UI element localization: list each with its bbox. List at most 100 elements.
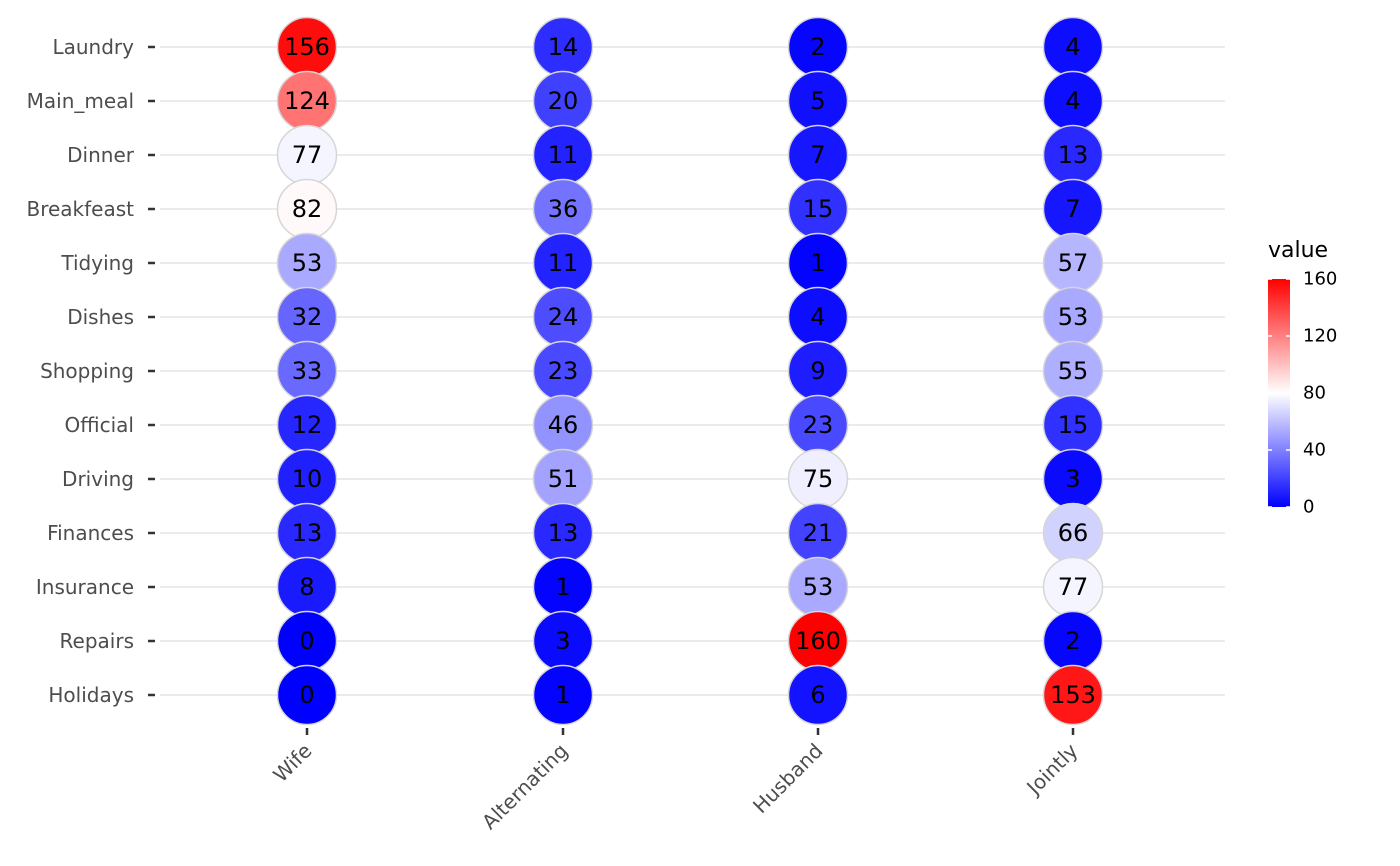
cell: 5 (787, 70, 849, 132)
row-label: Holidays (48, 683, 134, 707)
legend-tick-label: 120 (1303, 326, 1337, 347)
cell: 53 (276, 232, 338, 294)
cell: 9 (787, 340, 849, 402)
cell-value: 7 (1065, 195, 1080, 223)
row-label: Shopping (40, 359, 134, 383)
cell-value: 160 (795, 627, 841, 655)
cell-value: 36 (548, 195, 579, 223)
row-label: Tidying (60, 251, 134, 275)
cell-value: 0 (299, 627, 314, 655)
legend-tick-label: 0 (1303, 497, 1314, 518)
cell-value: 9 (810, 357, 825, 385)
cell-value: 12 (292, 411, 323, 439)
cell: 15 (1042, 394, 1104, 456)
cell: 11 (532, 232, 594, 294)
cell-value: 8 (299, 573, 314, 601)
cell-value: 21 (803, 519, 834, 547)
cell: 82 (276, 178, 338, 240)
cell: 3 (1042, 448, 1104, 510)
cell-value: 55 (1058, 357, 1089, 385)
column-label: Husband (748, 739, 828, 819)
cell-value: 4 (810, 303, 825, 331)
legend-tick-label: 80 (1303, 383, 1326, 404)
cell: 23 (787, 394, 849, 456)
cell-value: 0 (299, 681, 314, 709)
legend-tick-label: 160 (1303, 269, 1337, 290)
cell-value: 10 (292, 465, 323, 493)
row-label: Insurance (36, 575, 134, 599)
cell-value: 1 (555, 681, 570, 709)
column-label: Alternating (477, 739, 572, 834)
cell: 77 (276, 124, 338, 186)
cell-value: 124 (284, 87, 330, 115)
cell: 13 (276, 502, 338, 564)
cell: 57 (1042, 232, 1104, 294)
cell: 21 (787, 502, 849, 564)
cell-value: 3 (1065, 465, 1080, 493)
cell: 33 (276, 340, 338, 402)
row-label: Finances (47, 521, 134, 545)
row-label: Breakfeast (26, 197, 134, 221)
cell-circle (532, 664, 594, 726)
cell: 2 (787, 16, 849, 78)
cell-value: 77 (292, 141, 323, 169)
cell: 23 (532, 340, 594, 402)
cell: 2 (1042, 610, 1104, 672)
cell: 153 (1042, 664, 1104, 726)
cell-circle (276, 664, 338, 726)
row-label: Dishes (67, 305, 134, 329)
cell-value: 2 (1065, 627, 1080, 655)
cell: 4 (1042, 16, 1104, 78)
cell: 53 (787, 556, 849, 618)
cell-value: 6 (810, 681, 825, 709)
legend-tick-label: 40 (1303, 440, 1326, 461)
cell: 14 (532, 16, 594, 78)
cell: 12 (276, 394, 338, 456)
cell-value: 32 (292, 303, 323, 331)
cell-value: 82 (292, 195, 323, 223)
cell: 1 (532, 556, 594, 618)
cell: 32 (276, 286, 338, 348)
cell-value: 46 (548, 411, 579, 439)
cell: 20 (532, 70, 594, 132)
cell-value: 2 (810, 33, 825, 61)
cell-value: 66 (1058, 519, 1089, 547)
row-label: Main_meal (27, 89, 134, 113)
cell-value: 53 (1058, 303, 1089, 331)
row-label: Repairs (60, 629, 134, 653)
row-axis: Laundry Main_meal Dinner Breakfeast Tidying D… (26, 35, 155, 707)
cell: 75 (787, 448, 849, 510)
cell: 10 (276, 448, 338, 510)
cell: 24 (532, 286, 594, 348)
cell: 55 (1042, 340, 1104, 402)
cell-value: 77 (1058, 573, 1089, 601)
legend-ticks: 0 40 80 120 160 (1268, 269, 1337, 518)
color-legend: value 0 40 80 120 160 (1268, 238, 1337, 518)
cell: 77 (1042, 556, 1104, 618)
cell: 46 (532, 394, 594, 456)
cell-circle (787, 664, 849, 726)
cell-circle (1042, 664, 1104, 726)
cell-value: 13 (548, 519, 579, 547)
cell-value: 4 (1065, 33, 1080, 61)
cell-value: 13 (292, 519, 323, 547)
cell-value: 11 (548, 249, 579, 277)
cell-value: 1 (810, 249, 825, 277)
legend-colorbar (1268, 279, 1290, 507)
cell-value: 13 (1058, 141, 1089, 169)
cell-value: 23 (548, 357, 579, 385)
cell-value: 153 (1050, 681, 1096, 709)
cell: 15 (787, 178, 849, 240)
cell: 7 (787, 124, 849, 186)
row-label: Dinner (67, 143, 135, 167)
cell: 8 (276, 556, 338, 618)
cell: 66 (1042, 502, 1104, 564)
cell: 1 (787, 232, 849, 294)
cell: 3 (532, 610, 594, 672)
row-label: Driving (62, 467, 134, 491)
cell: 36 (532, 178, 594, 240)
cell: 0 (276, 610, 338, 672)
cell-value: 20 (548, 87, 579, 115)
column-label: Jointly (1021, 738, 1083, 800)
